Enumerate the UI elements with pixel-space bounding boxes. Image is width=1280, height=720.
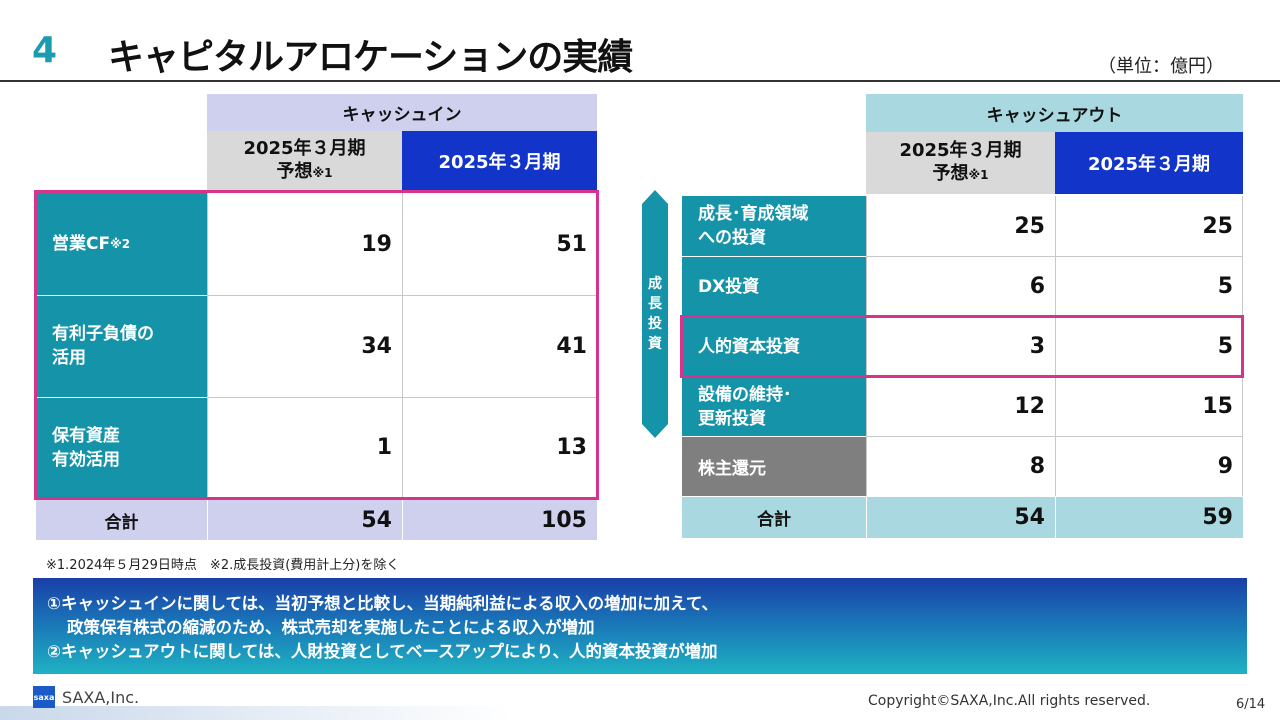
cash-in-total-actual: 105: [402, 500, 597, 540]
cash-in-forecast-value: 19: [207, 193, 402, 295]
cash-in-row-label: 営業CF ※2: [36, 193, 207, 295]
copyright: Copyright©SAXA,Inc.All rights reserved.: [868, 693, 1151, 709]
cash-out-row-label: 人的資本投資: [682, 317, 866, 376]
page-number: 6/14: [1236, 697, 1266, 712]
grid-line: [36, 397, 207, 398]
summary-line: 政策保有株式の縮減のため、株式売却を実施したことによる収入が増加: [67, 618, 595, 637]
grid-line: [36, 295, 207, 296]
grid-line: [207, 295, 597, 296]
cash-out-col-forecast: 2025年３月期 予想※1: [866, 132, 1055, 194]
cash-out-row-label: DX投資: [682, 257, 866, 316]
cash-in-row-label: 有利子負債の 活用: [36, 295, 207, 397]
cash-out-actual-value: 25: [1055, 196, 1243, 256]
summary-line: ②キャッシュアウトに関しては、人財投資としてベースアップにより、人的資本投資が増…: [47, 642, 718, 661]
human-capital-highlight-frame: [680, 315, 1244, 378]
cash-in-actual-value: 41: [402, 295, 597, 397]
cash-out-row-label: 株主還元: [682, 437, 866, 496]
cash-in-forecast-value: 1: [207, 397, 402, 498]
title-divider: [0, 80, 1280, 82]
grid-line: [866, 196, 867, 496]
growth-investment-marker: 成長投資: [642, 190, 668, 438]
cash-in-col-actual: 2025年３月期: [402, 131, 597, 191]
company-logo-icon: saxa: [33, 686, 55, 708]
cash-out-total-label: 合計: [682, 497, 866, 538]
cash-out-actual-value: 5: [1055, 257, 1243, 316]
summary-banner: ①キャッシュインに関しては、当初予想と比較し、当期純利益による収入の増加に加えて…: [33, 578, 1247, 674]
footer-band: [0, 706, 1280, 720]
grid-line: [207, 193, 208, 498]
cash-out-actual-value: 9: [1055, 437, 1243, 496]
grid-line: [207, 397, 597, 398]
grid-line: [866, 256, 1243, 257]
cash-in-total-label: 合計: [36, 500, 207, 540]
cash-out-total-forecast: 54: [866, 497, 1055, 538]
cash-in-actual-value: 13: [402, 397, 597, 498]
grid-line: [1055, 196, 1056, 496]
growth-investment-label: 成長投資: [648, 276, 662, 352]
cash-in-col-forecast: 2025年３月期 予想※1: [207, 131, 402, 191]
cash-in-highlight-frame: [34, 190, 599, 500]
cash-out-forecast-value: 12: [866, 377, 1055, 436]
cash-in-forecast-value: 34: [207, 295, 402, 397]
cash-out-total-actual: 59: [1055, 497, 1243, 538]
company-name: SAXA,Inc.: [62, 688, 140, 707]
cash-in-actual-value: 51: [402, 193, 597, 295]
unit-label: （単位：億円）: [1098, 56, 1224, 77]
section-number: 4: [32, 30, 58, 71]
summary-line: ①キャッシュインに関しては、当初予想と比較し、当期純利益による収入の増加に加えて…: [47, 594, 719, 613]
page-title: キャピタルアロケーションの実績: [108, 37, 633, 78]
cash-in-total-forecast: 54: [207, 500, 402, 540]
cash-in-row-label: 保有資産 有効活用: [36, 397, 207, 498]
cash-out-actual-value: 15: [1055, 377, 1243, 436]
cash-out-header: キャッシュアウト: [866, 94, 1243, 132]
grid-line: [402, 193, 403, 498]
cash-out-forecast-value: 3: [866, 317, 1055, 376]
cash-out-col-actual: 2025年３月期: [1055, 132, 1243, 194]
cash-out-actual-value: 5: [1055, 317, 1243, 376]
cash-out-row-label: 設備の維持･ 更新投資: [682, 377, 866, 436]
hexagon-arrow-shape: [642, 190, 668, 438]
cash-in-header: キャッシュイン: [207, 94, 597, 131]
grid-line: [866, 436, 1243, 437]
cash-out-forecast-value: 6: [866, 257, 1055, 316]
footnotes: ※1.2024年５月29日時点 ※2.成長投資(費用計上分)を除く: [46, 558, 400, 573]
cash-out-forecast-value: 25: [866, 196, 1055, 256]
cash-out-forecast-value: 8: [866, 437, 1055, 496]
cash-out-row-label: 成長･育成領域 への投資: [682, 196, 866, 256]
